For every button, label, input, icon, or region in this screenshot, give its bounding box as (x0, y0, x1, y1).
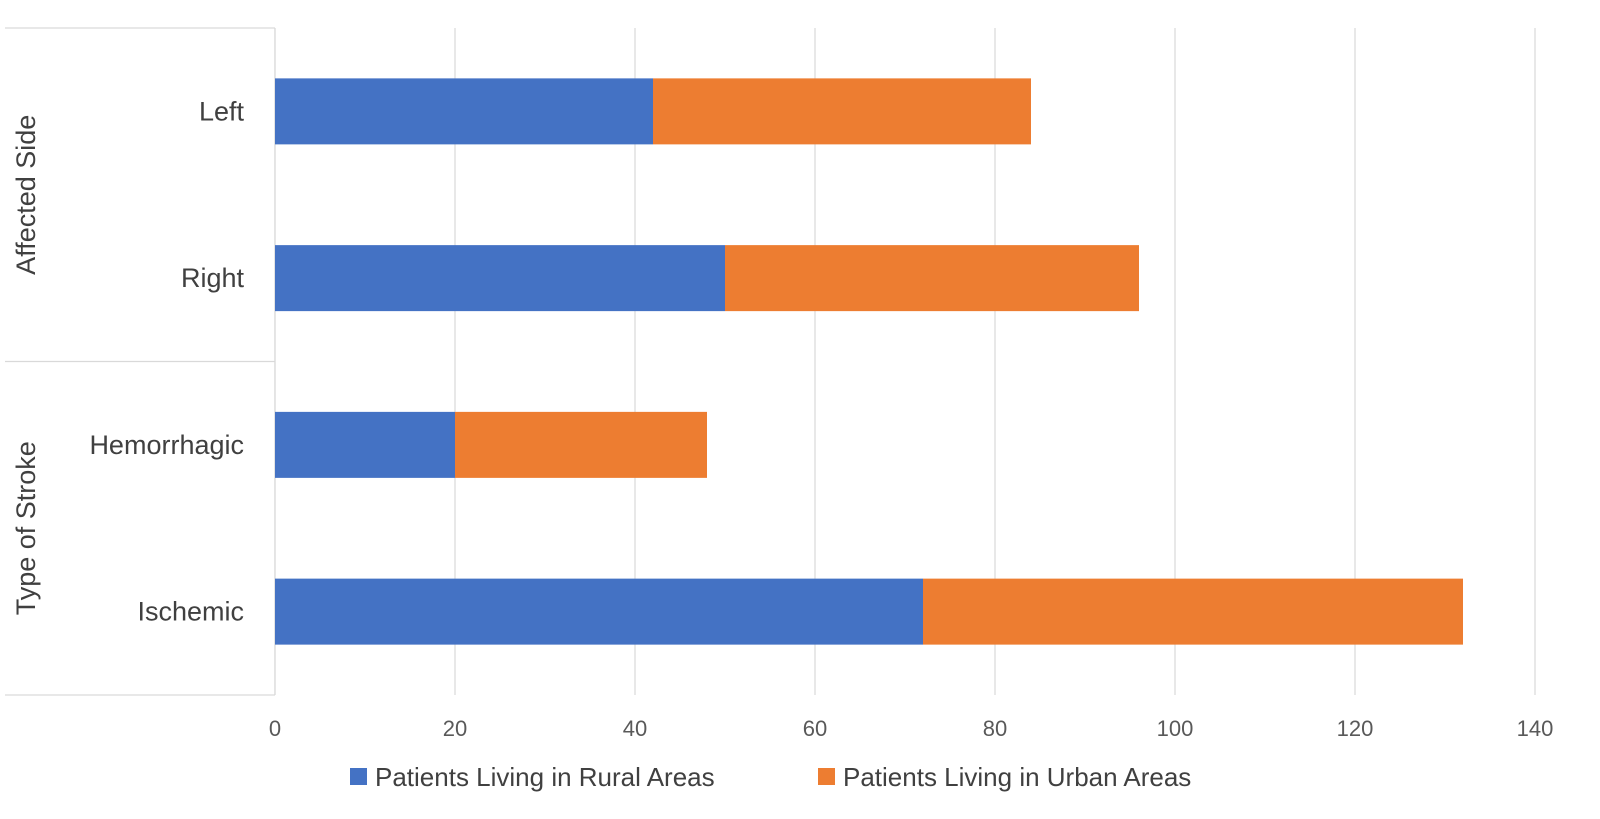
bar-hemorrhagic-patients-living-in-rural-areas (275, 412, 455, 478)
category-label-ischemic: Ischemic (137, 597, 244, 627)
bar-hemorrhagic-patients-living-in-urban-areas (455, 412, 707, 478)
legend-label-patients-living-in-rural-areas: Patients Living in Rural Areas (375, 762, 715, 792)
group-labels: Affected Side Type of Stroke (11, 115, 41, 616)
legend-label-patients-living-in-urban-areas: Patients Living in Urban Areas (843, 762, 1191, 792)
bar-left-patients-living-in-urban-areas (653, 78, 1031, 144)
legend-swatch-patients-living-in-rural-areas (350, 768, 367, 785)
group-label-affected-side: Affected Side (11, 115, 41, 275)
x-tick-label-20: 20 (443, 716, 467, 741)
bars (275, 78, 1463, 644)
x-tick-label-60: 60 (803, 716, 827, 741)
group-label-type-of-stroke: Type of Stroke (11, 441, 41, 615)
x-tick-label-40: 40 (623, 716, 647, 741)
category-label-right: Right (181, 263, 245, 293)
x-tick-label-120: 120 (1337, 716, 1374, 741)
x-tick-label-140: 140 (1517, 716, 1554, 741)
bar-right-patients-living-in-rural-areas (275, 245, 725, 311)
category-label-left: Left (199, 96, 245, 126)
x-axis-tick-labels: 0 20 40 60 80 100 120 140 (269, 716, 1553, 741)
bar-right-patients-living-in-urban-areas (725, 245, 1139, 311)
bar-ischemic-patients-living-in-rural-areas (275, 579, 923, 645)
legend-swatch-patients-living-in-urban-areas (818, 768, 835, 785)
x-tick-label-100: 100 (1157, 716, 1194, 741)
category-group-dividers (5, 28, 275, 695)
category-label-hemorrhagic: Hemorrhagic (89, 430, 244, 460)
bar-left-patients-living-in-rural-areas (275, 78, 653, 144)
x-tick-label-0: 0 (269, 716, 281, 741)
bar-ischemic-patients-living-in-urban-areas (923, 579, 1463, 645)
x-tick-label-80: 80 (983, 716, 1007, 741)
legend: Patients Living in Rural Areas Patients L… (350, 762, 1191, 792)
